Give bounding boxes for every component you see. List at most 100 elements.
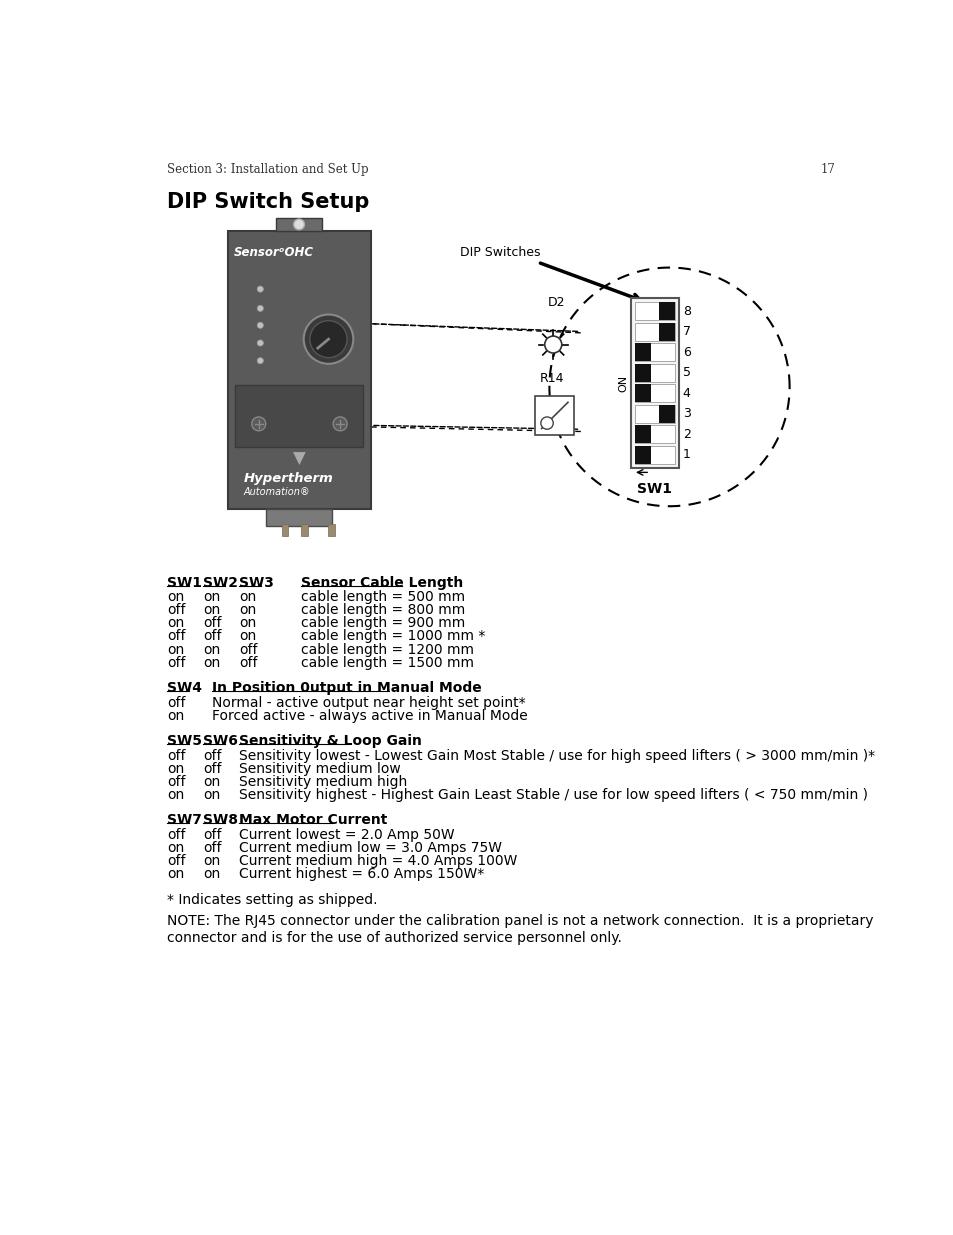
Circle shape [257, 322, 263, 329]
Text: on: on [203, 590, 220, 604]
Text: Normal - active output near height set point*: Normal - active output near height set p… [212, 695, 525, 710]
Text: 4: 4 [682, 387, 690, 400]
Bar [634, 405, 674, 422]
Text: on: on [167, 762, 184, 776]
Text: Current medium high = 4.0 Amps 100W: Current medium high = 4.0 Amps 100W [239, 855, 517, 868]
Text: on: on [167, 616, 184, 630]
Text: 5: 5 [682, 367, 690, 379]
Text: on: on [239, 590, 256, 604]
Bar [634, 425, 650, 443]
Text: on: on [239, 630, 256, 643]
Circle shape [333, 417, 347, 431]
Text: ON: ON [618, 374, 627, 391]
Text: on: on [203, 642, 220, 657]
Text: cable length = 500 mm: cable length = 500 mm [301, 590, 465, 604]
Circle shape [294, 219, 304, 230]
Text: Sensitivity medium low: Sensitivity medium low [239, 762, 400, 776]
Circle shape [257, 287, 263, 293]
Text: Sensitivity lowest - Lowest Gain Most Stable / use for high speed lifters ( > 30: Sensitivity lowest - Lowest Gain Most St… [239, 748, 875, 763]
Circle shape [303, 315, 353, 364]
Text: Section 3: Installation and Set Up: Section 3: Installation and Set Up [167, 163, 369, 175]
Circle shape [544, 336, 561, 353]
Text: Automation®: Automation® [243, 487, 310, 496]
Bar [266, 509, 332, 526]
Text: off: off [203, 616, 221, 630]
Bar [630, 299, 679, 468]
Text: 17: 17 [820, 163, 835, 175]
Bar [659, 405, 674, 422]
Text: off: off [167, 776, 186, 789]
Text: on: on [167, 788, 184, 802]
Text: off: off [203, 829, 221, 842]
Bar [328, 524, 335, 536]
Circle shape [310, 321, 347, 358]
Text: Current highest = 6.0 Amps 150W*: Current highest = 6.0 Amps 150W* [239, 867, 484, 882]
Text: Sensitivity medium high: Sensitivity medium high [239, 776, 407, 789]
Text: SW3: SW3 [239, 576, 274, 589]
Bar [275, 217, 322, 231]
Text: SW5: SW5 [167, 734, 202, 748]
Text: off: off [203, 841, 221, 855]
Text: Hypertherm: Hypertherm [243, 472, 333, 485]
Text: off: off [167, 855, 186, 868]
Bar [634, 343, 650, 362]
Text: * Indicates setting as shipped.: * Indicates setting as shipped. [167, 893, 377, 906]
Bar [535, 396, 574, 435]
Text: DIP Switches: DIP Switches [459, 246, 540, 259]
Text: off: off [167, 630, 186, 643]
Text: cable length = 900 mm: cable length = 900 mm [301, 616, 465, 630]
Text: Max Motor Current: Max Motor Current [239, 814, 387, 827]
Text: on: on [203, 788, 220, 802]
Text: R14: R14 [539, 372, 564, 384]
Bar [282, 524, 288, 536]
Bar [659, 303, 674, 320]
Text: on: on [203, 603, 220, 618]
Text: cable length = 1000 mm *: cable length = 1000 mm * [301, 630, 485, 643]
Text: Sensitivity highest - Highest Gain Least Stable / use for low speed lifters ( < : Sensitivity highest - Highest Gain Least… [239, 788, 867, 802]
Text: on: on [203, 656, 220, 669]
Bar [228, 231, 371, 509]
Bar [634, 384, 674, 403]
Text: In Position 0utput in Manual Mode: In Position 0utput in Manual Mode [212, 680, 481, 695]
Text: Current medium low = 3.0 Amps 75W: Current medium low = 3.0 Amps 75W [239, 841, 502, 855]
Text: SW1: SW1 [167, 576, 202, 589]
Circle shape [257, 305, 263, 311]
Text: off: off [167, 603, 186, 618]
Text: ▼: ▼ [293, 450, 305, 468]
Bar [634, 446, 650, 464]
Bar [634, 425, 674, 443]
Bar [634, 303, 674, 320]
Text: cable length = 1500 mm: cable length = 1500 mm [301, 656, 474, 669]
Text: off: off [239, 642, 257, 657]
Text: on: on [167, 590, 184, 604]
Bar [634, 343, 674, 362]
Text: 8: 8 [682, 305, 690, 317]
Text: Current lowest = 2.0 Amp 50W: Current lowest = 2.0 Amp 50W [239, 829, 455, 842]
Text: off: off [167, 748, 186, 763]
Bar [634, 363, 674, 382]
Text: off: off [167, 695, 186, 710]
Circle shape [540, 417, 553, 430]
Bar [659, 322, 674, 341]
Text: SW1: SW1 [637, 482, 672, 495]
Text: 6: 6 [682, 346, 690, 359]
Text: off: off [203, 748, 221, 763]
Text: on: on [167, 642, 184, 657]
Text: SW7: SW7 [167, 814, 202, 827]
Circle shape [257, 340, 263, 346]
Text: on: on [203, 867, 220, 882]
Text: NOTE: The RJ45 connector under the calibration panel is not a network connection: NOTE: The RJ45 connector under the calib… [167, 914, 873, 945]
Bar [634, 322, 674, 341]
Text: off: off [167, 656, 186, 669]
Text: on: on [167, 867, 184, 882]
Text: D2: D2 [547, 296, 565, 309]
Bar [301, 524, 307, 536]
Text: on: on [167, 841, 184, 855]
Text: cable length = 800 mm: cable length = 800 mm [301, 603, 465, 618]
Text: off: off [239, 656, 257, 669]
Text: on: on [239, 603, 256, 618]
Bar [634, 384, 650, 403]
Text: SensorᵒOHC: SensorᵒOHC [234, 246, 314, 259]
Text: DIP Switch Setup: DIP Switch Setup [167, 193, 369, 212]
Text: off: off [203, 630, 221, 643]
